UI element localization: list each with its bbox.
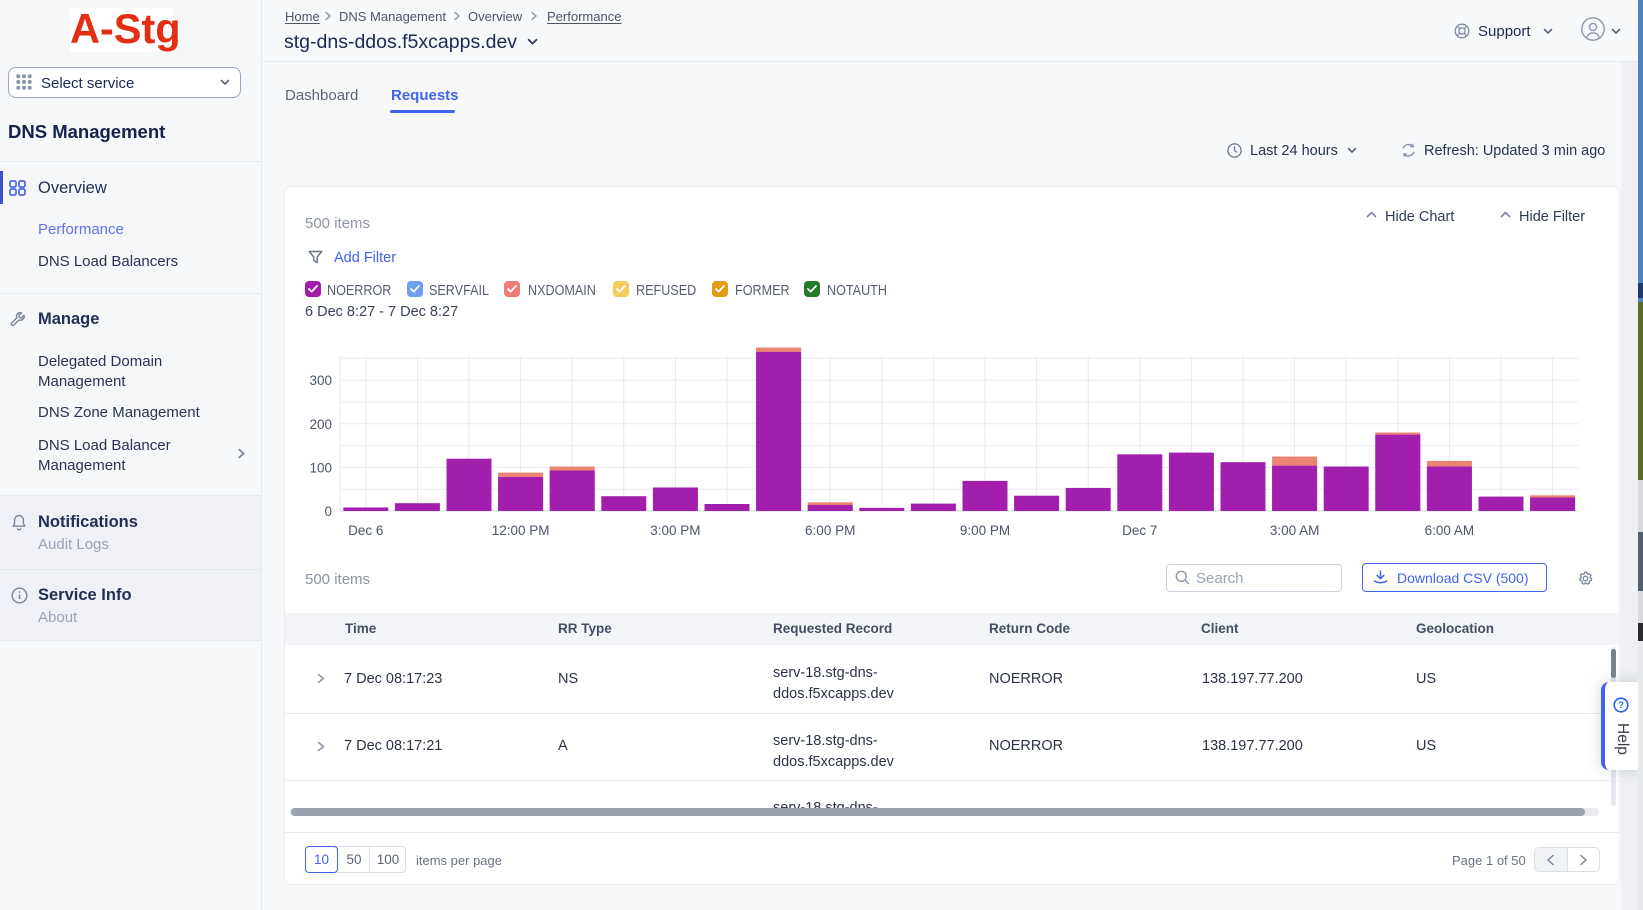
svg-text:0: 0	[324, 504, 332, 519]
svg-text:100: 100	[309, 460, 332, 475]
svg-text:300: 300	[309, 373, 332, 388]
svg-text:Dec 7: Dec 7	[1122, 523, 1157, 538]
svg-text:Dec 6: Dec 6	[348, 523, 383, 538]
svg-text:9:00 PM: 9:00 PM	[960, 523, 1010, 538]
svg-text:6:00 AM: 6:00 AM	[1425, 523, 1475, 538]
svg-text:?: ?	[1618, 700, 1624, 711]
svg-text:3:00 AM: 3:00 AM	[1270, 523, 1320, 538]
svg-text:3:00 PM: 3:00 PM	[650, 523, 700, 538]
svg-text:6:00 PM: 6:00 PM	[805, 523, 855, 538]
svg-text:12:00 PM: 12:00 PM	[492, 523, 550, 538]
svg-text:200: 200	[309, 417, 332, 432]
